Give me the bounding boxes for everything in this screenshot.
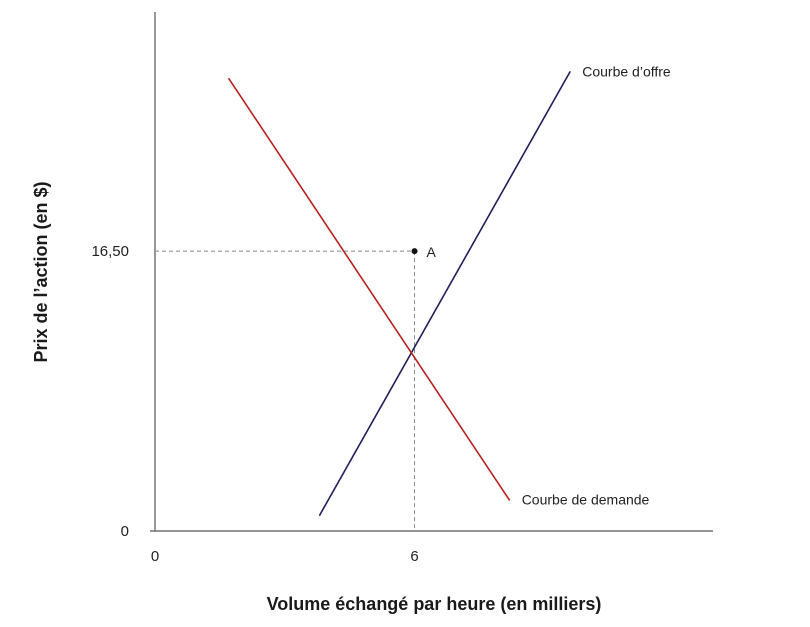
x-axis-title: Volume échangé par heure (en milliers) — [267, 594, 602, 614]
series-layer: Courbe d’offre Courbe de demande — [227, 63, 671, 517]
x-tick-label: 6 — [410, 548, 418, 565]
x-tick-label: 0 — [151, 548, 159, 565]
demand-curve — [227, 77, 511, 501]
tick-layer: 0 6 0 16,50 — [91, 243, 418, 565]
y-axis-title: Prix de l’action (en $) — [31, 181, 51, 362]
demand-curve-label: Courbe de demande — [522, 491, 650, 507]
y-tick-label: 0 — [121, 523, 129, 540]
equilibrium-point-label: A — [427, 244, 437, 260]
supply-curve — [318, 70, 571, 517]
equilibrium-point — [411, 248, 418, 255]
y-tick-label: 16,50 — [91, 243, 129, 260]
supply-curve-label: Courbe d’offre — [582, 63, 671, 79]
